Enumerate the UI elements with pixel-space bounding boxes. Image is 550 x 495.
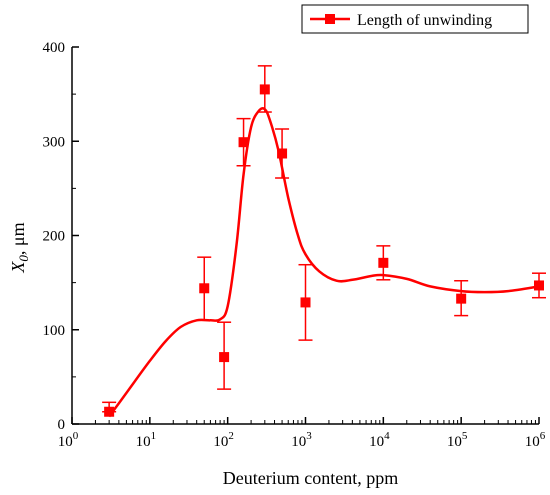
- x-tick-exponent: 3: [306, 430, 312, 442]
- fit-curve-group: [108, 107, 540, 418]
- fit-curve: [108, 107, 540, 418]
- y-tick-label: 300: [43, 134, 66, 150]
- data-point: [277, 148, 288, 159]
- y-axis-title-subscript: 0: [16, 255, 31, 262]
- x-tick-exponent: 6: [540, 430, 546, 442]
- x-tick-label: 104: [369, 430, 390, 450]
- data-point: [199, 283, 210, 294]
- legend-marker: [325, 14, 335, 24]
- x-tick-base: 10: [525, 434, 540, 450]
- x-tick-exponent: 5: [462, 430, 468, 442]
- x-tick-exponent: 2: [228, 430, 234, 442]
- x-tick-base: 10: [369, 434, 384, 450]
- y-tick-label: 400: [43, 40, 66, 56]
- x-tick-label: 101: [136, 430, 157, 450]
- x-tick-label: 103: [291, 430, 312, 450]
- y-axis-title-unit: , μm: [8, 222, 28, 255]
- x-tick-exponent: 1: [151, 430, 157, 442]
- y-tick-label: 100: [43, 323, 66, 339]
- data-point: [300, 297, 311, 308]
- x-tick-label: 105: [447, 430, 468, 450]
- y-tick-label: 200: [43, 229, 66, 245]
- data-point: [534, 280, 544, 291]
- data-point: [104, 406, 115, 417]
- error-bars: [102, 65, 546, 413]
- legend-label: Length of unwinding: [357, 12, 492, 29]
- data-point: [378, 257, 389, 268]
- x-tick-exponent: 0: [73, 430, 79, 442]
- x-tick-label: 100: [58, 430, 79, 450]
- axes: 100 101 102 103 104 105 1060100200300400Deuter…: [8, 40, 546, 488]
- x-tick-label: 102: [213, 430, 234, 450]
- x-tick-base: 10: [291, 434, 306, 450]
- x-tick-exponent: 4: [384, 430, 390, 442]
- x-tick-label: 106: [525, 430, 546, 450]
- legend: Length of unwinding: [301, 4, 529, 34]
- data-point: [259, 84, 270, 95]
- data-markers: [104, 84, 544, 417]
- x-tick-base: 10: [213, 434, 228, 450]
- data-point: [238, 137, 249, 148]
- x-axis-title: Deuterium content, ppm: [223, 468, 398, 488]
- x-tick-base: 10: [136, 434, 151, 450]
- y-tick-label: 0: [58, 417, 66, 433]
- data-point: [456, 293, 467, 304]
- x-tick-base: 10: [58, 434, 73, 450]
- y-axis-title-main: X: [8, 261, 28, 274]
- x-tick-base: 10: [447, 434, 462, 450]
- data-point: [219, 352, 230, 363]
- y-axis-title: X0, μm: [8, 222, 31, 273]
